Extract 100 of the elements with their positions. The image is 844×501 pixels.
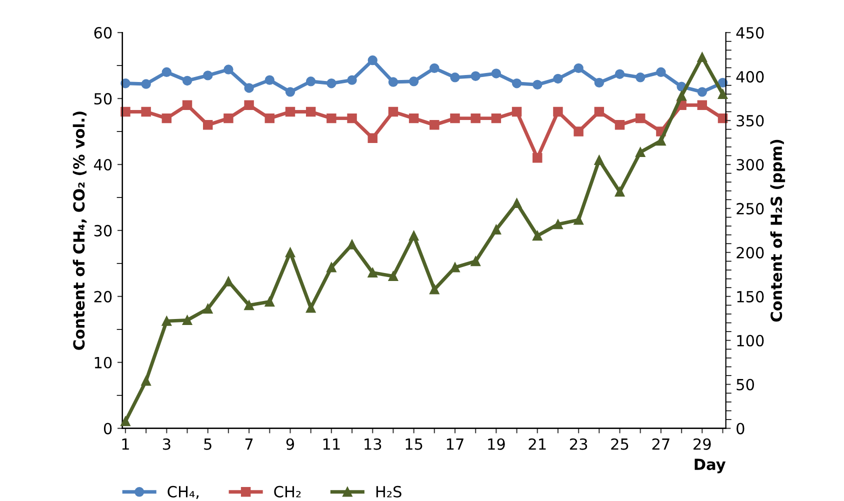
point (697, 87, 708, 97)
x-tick-label: 7 (245, 438, 253, 450)
point (430, 120, 440, 130)
y-tick-label: 10 (94, 356, 112, 368)
point (347, 75, 357, 85)
point (347, 113, 357, 124)
point (306, 76, 316, 86)
y2-tick-label: 0 (736, 422, 744, 434)
point (264, 75, 274, 85)
y2-tick-label: 350 (736, 114, 764, 127)
point (202, 70, 213, 80)
x-tick-label: 21 (528, 438, 546, 450)
point (120, 416, 130, 426)
point (512, 198, 522, 208)
point (553, 106, 563, 117)
y2-tick-label: 300 (736, 158, 764, 171)
point (162, 316, 172, 326)
point (408, 113, 419, 124)
point (408, 76, 419, 86)
x-tick-label: 27 (652, 438, 670, 450)
point (224, 113, 234, 124)
point (594, 106, 604, 117)
y-tick-label: 0 (104, 422, 112, 434)
point (182, 76, 192, 86)
x-tick-label: 15 (406, 438, 422, 450)
point (202, 120, 213, 130)
point (141, 106, 151, 117)
point (636, 147, 646, 158)
y2-tick-label: 450 (736, 27, 764, 39)
point (574, 63, 584, 74)
x-axis-title: Day (694, 458, 726, 474)
x-tick-label: 13 (364, 438, 382, 450)
point (491, 68, 502, 78)
x-tick-label: 25 (611, 438, 628, 450)
x-tick-label: 17 (446, 438, 464, 450)
point (224, 276, 234, 286)
point (614, 120, 625, 130)
point (532, 80, 542, 90)
y-tick-label: 40 (94, 158, 112, 171)
x-tick-label: 1 (122, 438, 129, 450)
y2-tick-label: 400 (736, 71, 764, 83)
point (553, 219, 563, 230)
point (636, 72, 646, 82)
x-tick-label: 5 (204, 438, 212, 450)
point (656, 67, 666, 78)
point (368, 268, 378, 278)
point (162, 67, 172, 78)
x-tick-label: 11 (323, 438, 340, 450)
point (697, 52, 708, 62)
point (430, 284, 440, 294)
point (574, 126, 584, 136)
point (430, 63, 440, 74)
point (676, 91, 686, 101)
y2-tick-label: 250 (736, 202, 764, 214)
point (388, 106, 398, 117)
point (718, 89, 728, 99)
point (614, 186, 625, 197)
point (264, 296, 274, 307)
y2-tick-label: 50 (736, 378, 754, 390)
point (347, 240, 357, 250)
point (244, 100, 254, 110)
point (182, 100, 192, 110)
point (202, 304, 213, 314)
point (512, 106, 522, 117)
point (306, 106, 316, 117)
point (697, 100, 708, 110)
point (388, 77, 398, 87)
point (512, 78, 522, 88)
point (636, 113, 646, 124)
point (614, 69, 625, 79)
y2-tick-label: 150 (737, 290, 764, 302)
y2-tick-label: 100 (737, 334, 764, 346)
point (224, 64, 234, 74)
point (120, 106, 130, 117)
point (326, 262, 336, 272)
point (388, 271, 398, 282)
x-tick-label: 19 (488, 438, 505, 450)
point (532, 153, 542, 163)
x-tick-label: 23 (570, 438, 588, 450)
point (408, 230, 419, 241)
point (326, 113, 336, 124)
point (532, 230, 542, 241)
point (285, 87, 296, 97)
legend-label: CH₂ (274, 486, 301, 498)
point (326, 78, 336, 88)
point (368, 133, 378, 143)
point (285, 106, 296, 117)
point (574, 215, 584, 225)
point (553, 74, 563, 84)
y2-axis-title: Content of H₂S (ppm) (770, 140, 786, 322)
point (450, 72, 460, 82)
point (450, 113, 460, 124)
legend-label: H₂S (376, 486, 402, 498)
point (491, 224, 502, 234)
point (470, 113, 480, 124)
point (244, 300, 254, 310)
point (141, 79, 151, 89)
point (594, 155, 604, 165)
point (141, 376, 151, 386)
y-tick-label: 30 (94, 224, 112, 236)
